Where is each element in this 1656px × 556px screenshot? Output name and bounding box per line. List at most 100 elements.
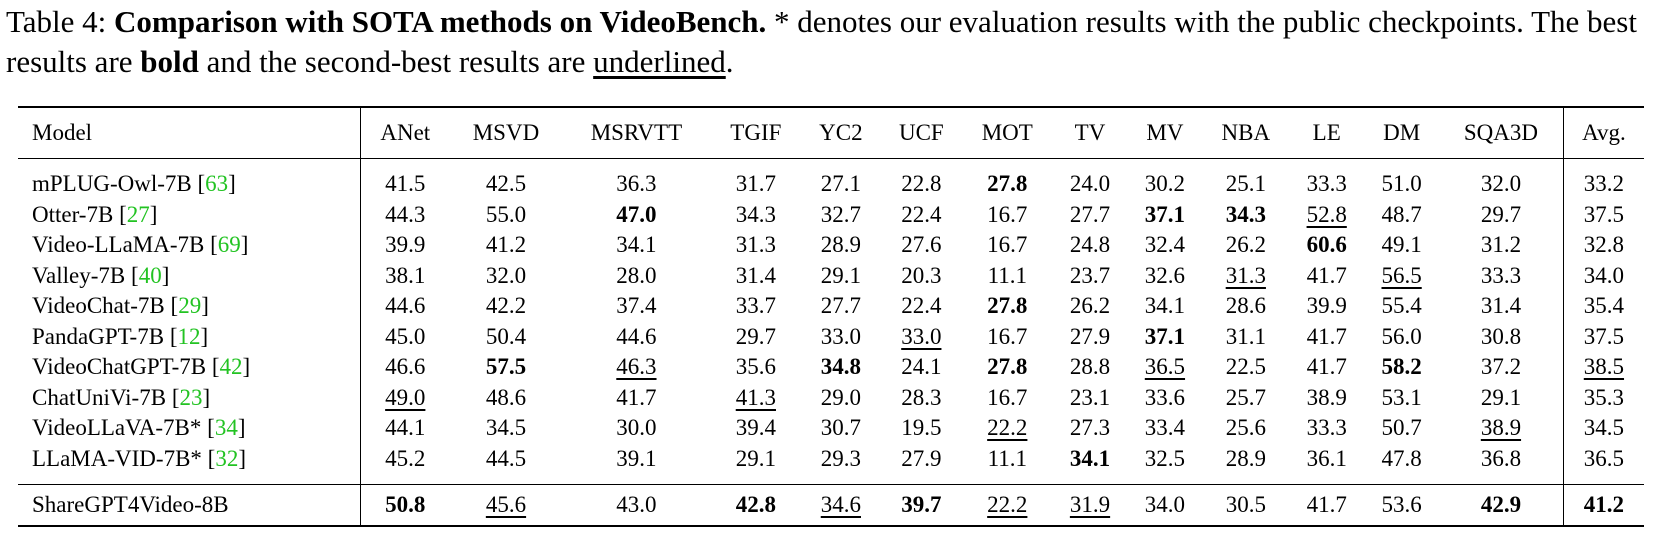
value-cell: 28.9 — [801, 230, 881, 261]
value-cell: 19.5 — [881, 413, 962, 444]
value-cell: 34.1 — [1127, 291, 1202, 322]
citation-ref: 69 — [217, 232, 241, 258]
value: 48.7 — [1381, 201, 1422, 227]
value: 35.4 — [1583, 293, 1625, 319]
value: 36.8 — [1480, 445, 1522, 471]
value-cell: 53.1 — [1364, 383, 1439, 414]
value: 41.7 — [616, 384, 657, 410]
value-cell: 36.5 — [1127, 352, 1202, 383]
value-cell: 48.7 — [1364, 200, 1439, 231]
value-cell: 33.3 — [1439, 260, 1564, 291]
column-header: LE — [1289, 106, 1365, 159]
value: 31.3 — [735, 232, 776, 258]
value: 39.7 — [901, 492, 942, 517]
value: 44.5 — [485, 445, 527, 471]
value-cell: 33.4 — [1127, 413, 1202, 444]
value: 28.6 — [1225, 293, 1266, 319]
value: 34.1 — [1144, 293, 1186, 319]
value: 32.4 — [1144, 232, 1186, 258]
value: 37.1 — [1144, 323, 1186, 349]
value-cell: 31.2 — [1439, 230, 1564, 261]
value-cell: 37.4 — [562, 291, 710, 322]
value: 38.1 — [385, 262, 426, 288]
value-cell: 45.6 — [449, 484, 563, 527]
column-header: SQA3D — [1439, 106, 1564, 159]
value: 39.4 — [735, 415, 776, 441]
column-header: MSRVTT — [562, 106, 711, 159]
value-cell: 31.3 — [711, 230, 802, 261]
table-footer: ShareGPT4Video-8B 50.8 45.6 43.0 42.8 34.6 39.… — [18, 484, 1644, 527]
model-name: Otter-7B — [32, 201, 120, 227]
value-cell: 27.1 — [801, 159, 881, 200]
value-cell: 37.1 — [1127, 322, 1202, 353]
value-cell: 33.3 — [1289, 159, 1364, 200]
value-cell: 27.8 — [962, 291, 1053, 322]
model-name-cell: VideoChat-7B [29] — [18, 291, 361, 322]
value: 32.7 — [820, 201, 861, 227]
value-cell: 33.0 — [881, 322, 962, 353]
column-header: TV — [1052, 106, 1128, 159]
value-cell: 29.1 — [1439, 382, 1564, 413]
value-cell: 35.4 — [1563, 291, 1644, 322]
value: 41.7 — [1306, 354, 1347, 380]
value-cell: 29.7 — [711, 322, 802, 353]
value-cell: 45.0 — [360, 322, 449, 353]
value-cell: 41.7 — [562, 383, 710, 414]
value: 33.4 — [1144, 415, 1186, 441]
value-cell: 28.9 — [1202, 444, 1289, 485]
value: 34.1 — [1069, 445, 1111, 471]
value: 39.9 — [1306, 293, 1347, 319]
value: 24.8 — [1069, 232, 1111, 258]
value: 22.4 — [901, 201, 942, 227]
value: 35.6 — [735, 354, 776, 380]
value-cell: 33.0 — [801, 322, 881, 353]
value: 42.5 — [485, 171, 527, 197]
value: 31.4 — [735, 262, 776, 288]
value-cell: 22.4 — [881, 200, 962, 231]
value-cell: 34.1 — [562, 230, 710, 261]
model-name-cell: VideoChatGPT-7B [42] — [18, 352, 361, 383]
value-cell: 32.8 — [1563, 230, 1644, 261]
value: 29.1 — [735, 445, 776, 471]
value: 27.8 — [987, 354, 1028, 380]
value-cell: 29.0 — [801, 383, 881, 414]
value: 26.2 — [1225, 232, 1266, 258]
model-name-cell: ShareGPT4Video-8B — [18, 484, 361, 527]
value-cell: 57.5 — [450, 352, 563, 383]
model-name: Valley-7B — [32, 262, 132, 288]
model-name: VideoChat-7B — [32, 293, 171, 319]
value: 41.7 — [1306, 262, 1347, 288]
model-name: LLaMA-VID-7B* — [32, 445, 208, 471]
value: 16.7 — [987, 323, 1028, 349]
value-cell: 39.1 — [562, 444, 710, 485]
value-cell: 31.9 — [1052, 484, 1128, 527]
value-cell: 50.7 — [1364, 413, 1439, 444]
value-cell: 52.8 — [1289, 200, 1364, 231]
citation-ref: 27 — [126, 201, 150, 227]
value-cell: 25.7 — [1202, 383, 1289, 414]
value-cell: 32.0 — [1439, 158, 1564, 200]
citation-ref: 12 — [177, 323, 201, 349]
value: 36.3 — [616, 171, 657, 197]
model-name: Video-LLaMA-7B — [32, 232, 211, 258]
value-cell: 34.1 — [1053, 444, 1128, 485]
value-cell: 31.7 — [711, 159, 802, 200]
value: 29.1 — [1480, 384, 1522, 410]
value: 29.7 — [735, 323, 776, 349]
value: 31.4 — [1480, 293, 1522, 319]
value: 52.8 — [1306, 201, 1347, 227]
value-cell: 50.8 — [360, 484, 450, 527]
value: 31.1 — [1225, 323, 1266, 349]
value: 47.8 — [1381, 445, 1422, 471]
value: 28.9 — [820, 232, 861, 258]
value-cell: 34.3 — [1202, 200, 1289, 231]
value: 42.8 — [735, 492, 776, 517]
value-cell: 37.5 — [1563, 322, 1644, 353]
value-cell: 56.0 — [1364, 322, 1439, 353]
value: 23.1 — [1069, 384, 1111, 410]
value: 32.0 — [1480, 171, 1522, 197]
value-cell: 20.3 — [881, 261, 962, 292]
value-cell: 31.4 — [1439, 291, 1564, 322]
value: 37.1 — [1144, 201, 1186, 227]
value-cell: 27.7 — [1053, 200, 1128, 231]
